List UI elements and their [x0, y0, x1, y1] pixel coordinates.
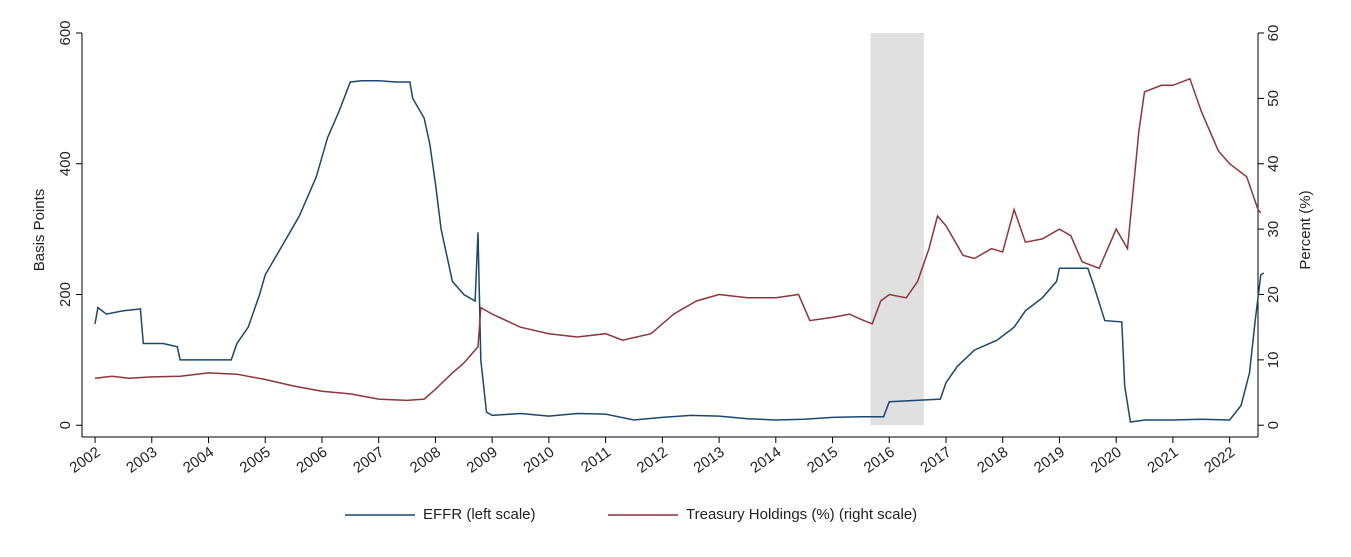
y-tick-label: 200	[57, 282, 74, 307]
legend-label: Treasury Holdings (%) (right scale)	[686, 506, 917, 523]
x-tick-label: 2012	[634, 444, 671, 477]
y2-tick-label: 30	[1265, 221, 1282, 238]
x-tick-label: 2007	[350, 444, 387, 477]
x-tick-label: 2020	[1088, 444, 1125, 477]
x-tick-label: 2019	[1031, 444, 1068, 477]
y2-tick-label: 50	[1265, 90, 1282, 107]
x-tick-label: 2005	[237, 444, 274, 477]
y2-tick-label: 40	[1265, 155, 1282, 172]
x-tick-label: 2003	[123, 444, 160, 477]
series-line	[94, 79, 1265, 423]
legend-label: EFFR (left scale)	[423, 506, 536, 523]
x-tick-label: 2021	[1144, 444, 1181, 477]
y2-tick-label: 20	[1265, 286, 1282, 303]
x-tick-label: 2002	[67, 444, 104, 477]
y-axis-label: Basis Points	[31, 189, 48, 272]
x-tick-label: 2018	[974, 444, 1011, 477]
shaded-region	[870, 33, 924, 426]
x-tick-label: 2009	[464, 444, 501, 477]
x-tick-label: 2022	[1201, 444, 1238, 477]
y2-tick-label: 10	[1265, 352, 1282, 369]
x-tick-label: 2006	[293, 444, 330, 477]
y-tick-label: 0	[57, 421, 74, 429]
x-tick-label: 2013	[691, 444, 728, 477]
x-tick-label: 2011	[578, 444, 614, 476]
series-line	[94, 77, 1262, 402]
y-tick-label: 400	[57, 151, 74, 176]
x-tick-label: 2015	[804, 444, 841, 477]
y2-tick-label: 60	[1265, 25, 1282, 42]
x-tick-label: 2014	[747, 444, 784, 477]
y-tick-label: 600	[57, 20, 74, 45]
x-tick-label: 2008	[407, 444, 444, 477]
y2-tick-label: 0	[1265, 421, 1282, 429]
x-tick-label: 2010	[520, 444, 557, 477]
x-tick-label: 2004	[180, 444, 217, 477]
y2-axis-label: Percent (%)	[1297, 190, 1314, 269]
x-tick-label: 2016	[861, 444, 898, 477]
x-tick-label: 2017	[917, 444, 954, 477]
